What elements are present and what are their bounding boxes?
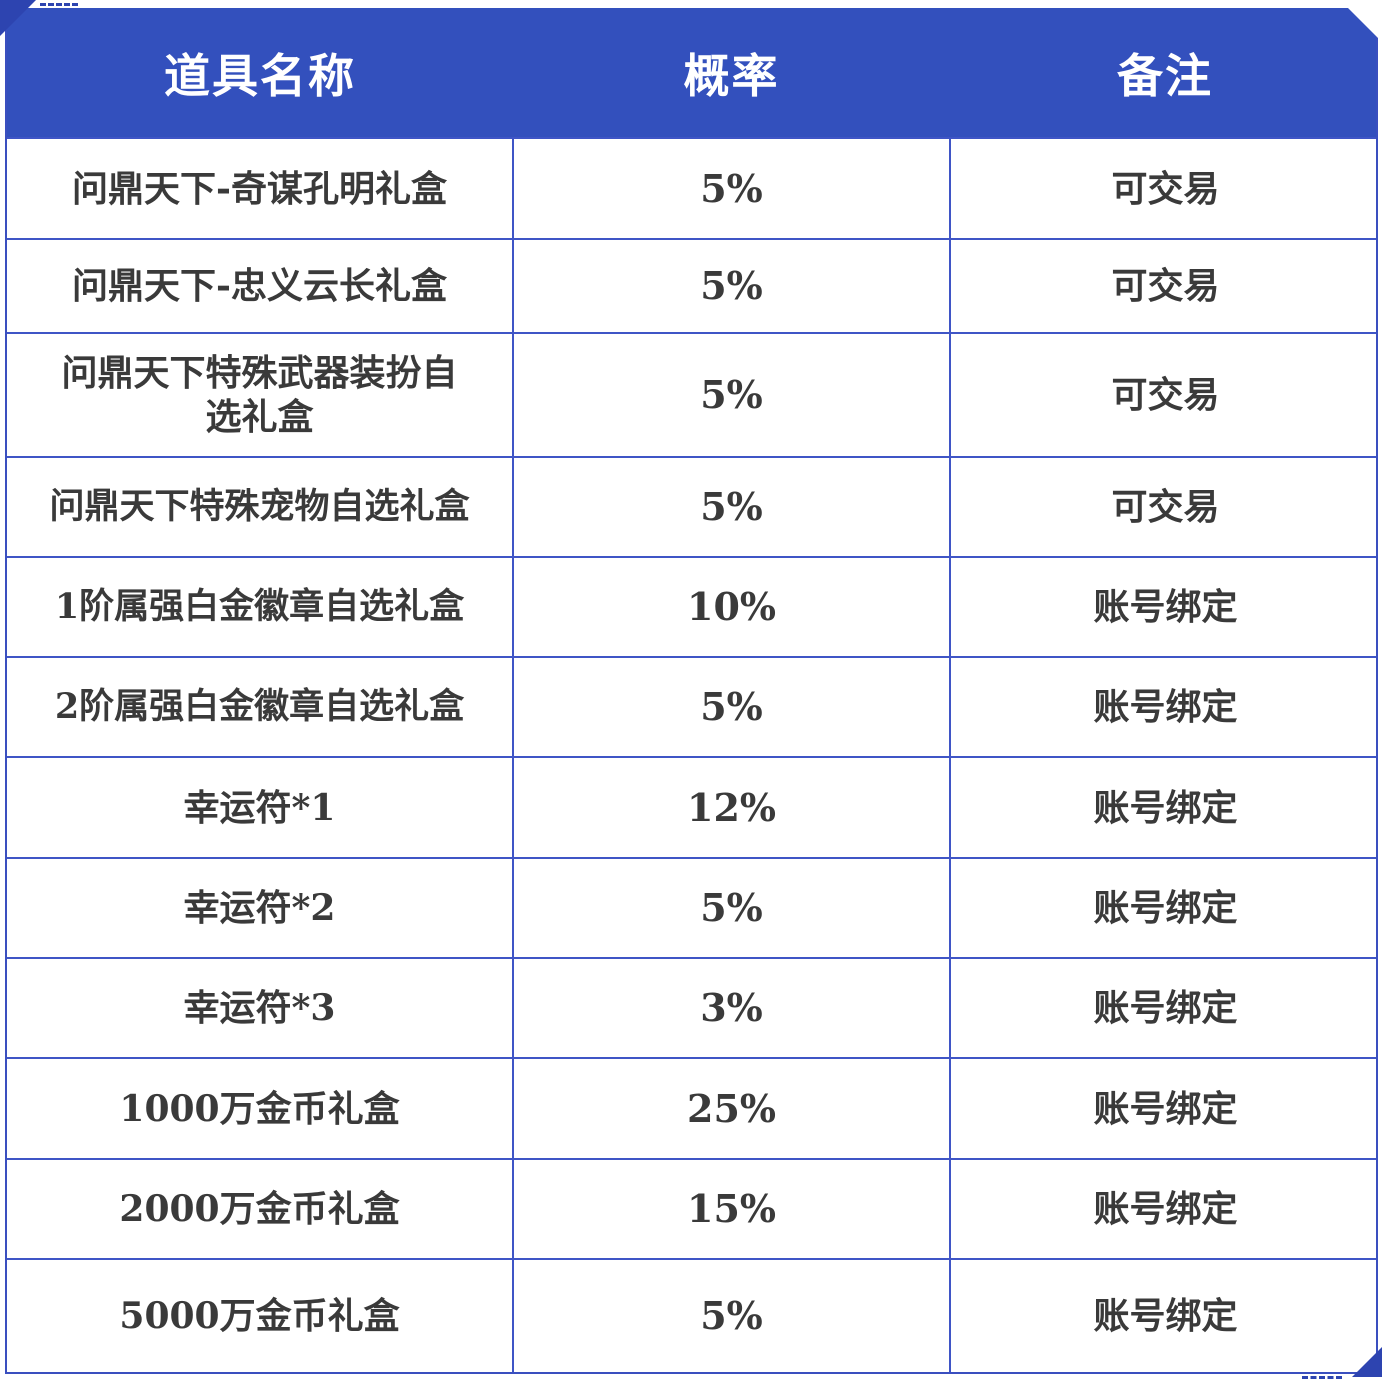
remark-cell: 可交易: [949, 238, 1376, 334]
drop-rate-table-frame: 道具名称 概率 备注 问鼎天下-奇谋孔明礼盒 5% 可交易 问鼎天下-忠义云长礼…: [5, 8, 1378, 1374]
item-name-cell: 2000万金币礼盒: [7, 1158, 514, 1260]
drop-rate-table: 道具名称 概率 备注 问鼎天下-奇谋孔明礼盒 5% 可交易 问鼎天下-忠义云长礼…: [7, 8, 1376, 1372]
probability-cell: 12%: [512, 756, 951, 859]
probability-cell: 5%: [512, 857, 951, 959]
item-name-cell: 1阶属强白金徽章自选礼盒: [7, 556, 514, 658]
table-row: 1阶属强白金徽章自选礼盒 10% 账号绑定: [7, 556, 1376, 658]
item-name-cell: 问鼎天下-忠义云长礼盒: [7, 238, 514, 334]
header-item-name: 道具名称: [7, 8, 513, 138]
table-row: 问鼎天下-忠义云长礼盒 5% 可交易: [7, 238, 1376, 334]
item-name-cell: 问鼎天下-奇谋孔明礼盒: [7, 137, 514, 240]
item-name-cell: 幸运符*1: [7, 756, 514, 859]
probability-cell: 5%: [512, 137, 951, 240]
item-name-cell: 问鼎天下特殊宠物自选礼盒: [7, 456, 514, 558]
remark-cell: 账号绑定: [949, 556, 1376, 658]
probability-cell: 10%: [512, 556, 951, 658]
corner-accent-top-left: [0, 0, 36, 36]
probability-cell: 5%: [512, 238, 951, 334]
probability-cell: 15%: [512, 1158, 951, 1260]
dash-accent-top-left: [40, 3, 78, 6]
table-row: 问鼎天下-奇谋孔明礼盒 5% 可交易: [7, 137, 1376, 240]
table-row: 幸运符*1 12% 账号绑定: [7, 756, 1376, 859]
table-row: 问鼎天下特殊宠物自选礼盒 5% 可交易: [7, 456, 1376, 558]
table-row: 1000万金币礼盒 25% 账号绑定: [7, 1057, 1376, 1160]
item-name-cell: 问鼎天下特殊武器装扮自选礼盒: [7, 332, 514, 458]
remark-cell: 账号绑定: [949, 656, 1376, 758]
header-probability: 概率: [513, 8, 950, 138]
probability-cell: 5%: [512, 456, 951, 558]
header-remarks: 备注: [950, 8, 1376, 138]
probability-cell: 25%: [512, 1057, 951, 1160]
table-header-row: 道具名称 概率 备注: [7, 8, 1376, 138]
corner-cut-top-right: [1348, 8, 1382, 42]
remark-cell: 账号绑定: [949, 957, 1376, 1059]
table-row: 幸运符*2 5% 账号绑定: [7, 857, 1376, 959]
item-name-cell: 2阶属强白金徽章自选礼盒: [7, 656, 514, 758]
item-name-cell: 1000万金币礼盒: [7, 1057, 514, 1160]
item-name-cell: 5000万金币礼盒: [7, 1258, 514, 1372]
remark-cell: 可交易: [949, 332, 1376, 458]
table-row: 2阶属强白金徽章自选礼盒 5% 账号绑定: [7, 656, 1376, 758]
item-name-cell: 幸运符*3: [7, 957, 514, 1059]
probability-cell: 3%: [512, 957, 951, 1059]
remark-cell: 可交易: [949, 456, 1376, 558]
table-row: 2000万金币礼盒 15% 账号绑定: [7, 1158, 1376, 1260]
remark-cell: 账号绑定: [949, 1057, 1376, 1160]
remark-cell: 账号绑定: [949, 857, 1376, 959]
remark-cell: 可交易: [949, 137, 1376, 240]
remark-cell: 账号绑定: [949, 1158, 1376, 1260]
item-name-cell: 幸运符*2: [7, 857, 514, 959]
table-row: 幸运符*3 3% 账号绑定: [7, 957, 1376, 1059]
remark-cell: 账号绑定: [949, 756, 1376, 859]
probability-cell: 5%: [512, 1258, 951, 1372]
table-row: 5000万金币礼盒 5% 账号绑定: [7, 1258, 1376, 1372]
item-name-text: 问鼎天下特殊武器装扮自选礼盒: [61, 352, 458, 438]
probability-cell: 5%: [512, 332, 951, 458]
corner-accent-bottom-right: [1352, 1347, 1382, 1377]
probability-cell: 5%: [512, 656, 951, 758]
remark-cell: 账号绑定: [949, 1258, 1376, 1372]
dash-accent-bottom-right: [1302, 1376, 1342, 1379]
table-row: 问鼎天下特殊武器装扮自选礼盒 5% 可交易: [7, 332, 1376, 458]
